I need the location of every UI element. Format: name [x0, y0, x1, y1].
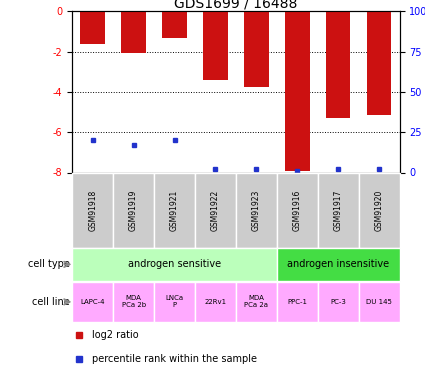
Title: GDS1699 / 16488: GDS1699 / 16488 [174, 0, 298, 10]
Bar [277, 248, 400, 280]
Text: LAPC-4: LAPC-4 [80, 299, 105, 305]
Bar [154, 172, 195, 248]
Text: GSM91916: GSM91916 [293, 189, 302, 231]
Bar [72, 282, 113, 322]
Text: GSM91919: GSM91919 [129, 189, 138, 231]
Bar [317, 172, 359, 248]
Text: DU 145: DU 145 [366, 299, 392, 305]
Text: PPC-1: PPC-1 [287, 299, 307, 305]
Text: cell type: cell type [28, 260, 70, 269]
Bar [72, 248, 277, 280]
Text: GSM91917: GSM91917 [334, 189, 343, 231]
Text: PC-3: PC-3 [330, 299, 346, 305]
Text: GSM91922: GSM91922 [211, 189, 220, 231]
Bar [195, 282, 236, 322]
Bar [236, 282, 277, 322]
Text: 22Rv1: 22Rv1 [204, 299, 227, 305]
Text: percentile rank within the sample: percentile rank within the sample [92, 354, 257, 364]
Text: GSM91920: GSM91920 [374, 189, 383, 231]
Text: androgen insensitive: androgen insensitive [287, 260, 389, 269]
Bar [113, 172, 154, 248]
Bar [203, 11, 228, 80]
Text: LNCa
P: LNCa P [165, 296, 184, 308]
Text: cell line: cell line [32, 297, 70, 307]
Bar [80, 11, 105, 44]
Bar [154, 282, 195, 322]
Text: MDA
PCa 2a: MDA PCa 2a [244, 296, 268, 308]
Bar [277, 282, 317, 322]
Bar [359, 172, 400, 248]
Text: GSM91921: GSM91921 [170, 189, 179, 231]
Bar [317, 282, 359, 322]
Bar [195, 172, 236, 248]
Bar [72, 172, 113, 248]
Bar [236, 172, 277, 248]
Bar [326, 11, 350, 118]
Bar [285, 11, 309, 171]
Bar [122, 11, 146, 53]
Text: log2 ratio: log2 ratio [92, 330, 139, 340]
Text: androgen sensitive: androgen sensitive [128, 260, 221, 269]
Bar [277, 172, 317, 248]
Text: GSM91923: GSM91923 [252, 189, 261, 231]
Text: GSM91918: GSM91918 [88, 189, 97, 231]
Text: MDA
PCa 2b: MDA PCa 2b [122, 296, 146, 308]
Bar [162, 11, 187, 39]
Bar [359, 282, 400, 322]
Bar [113, 282, 154, 322]
Bar [367, 11, 391, 115]
Bar [244, 11, 269, 87]
